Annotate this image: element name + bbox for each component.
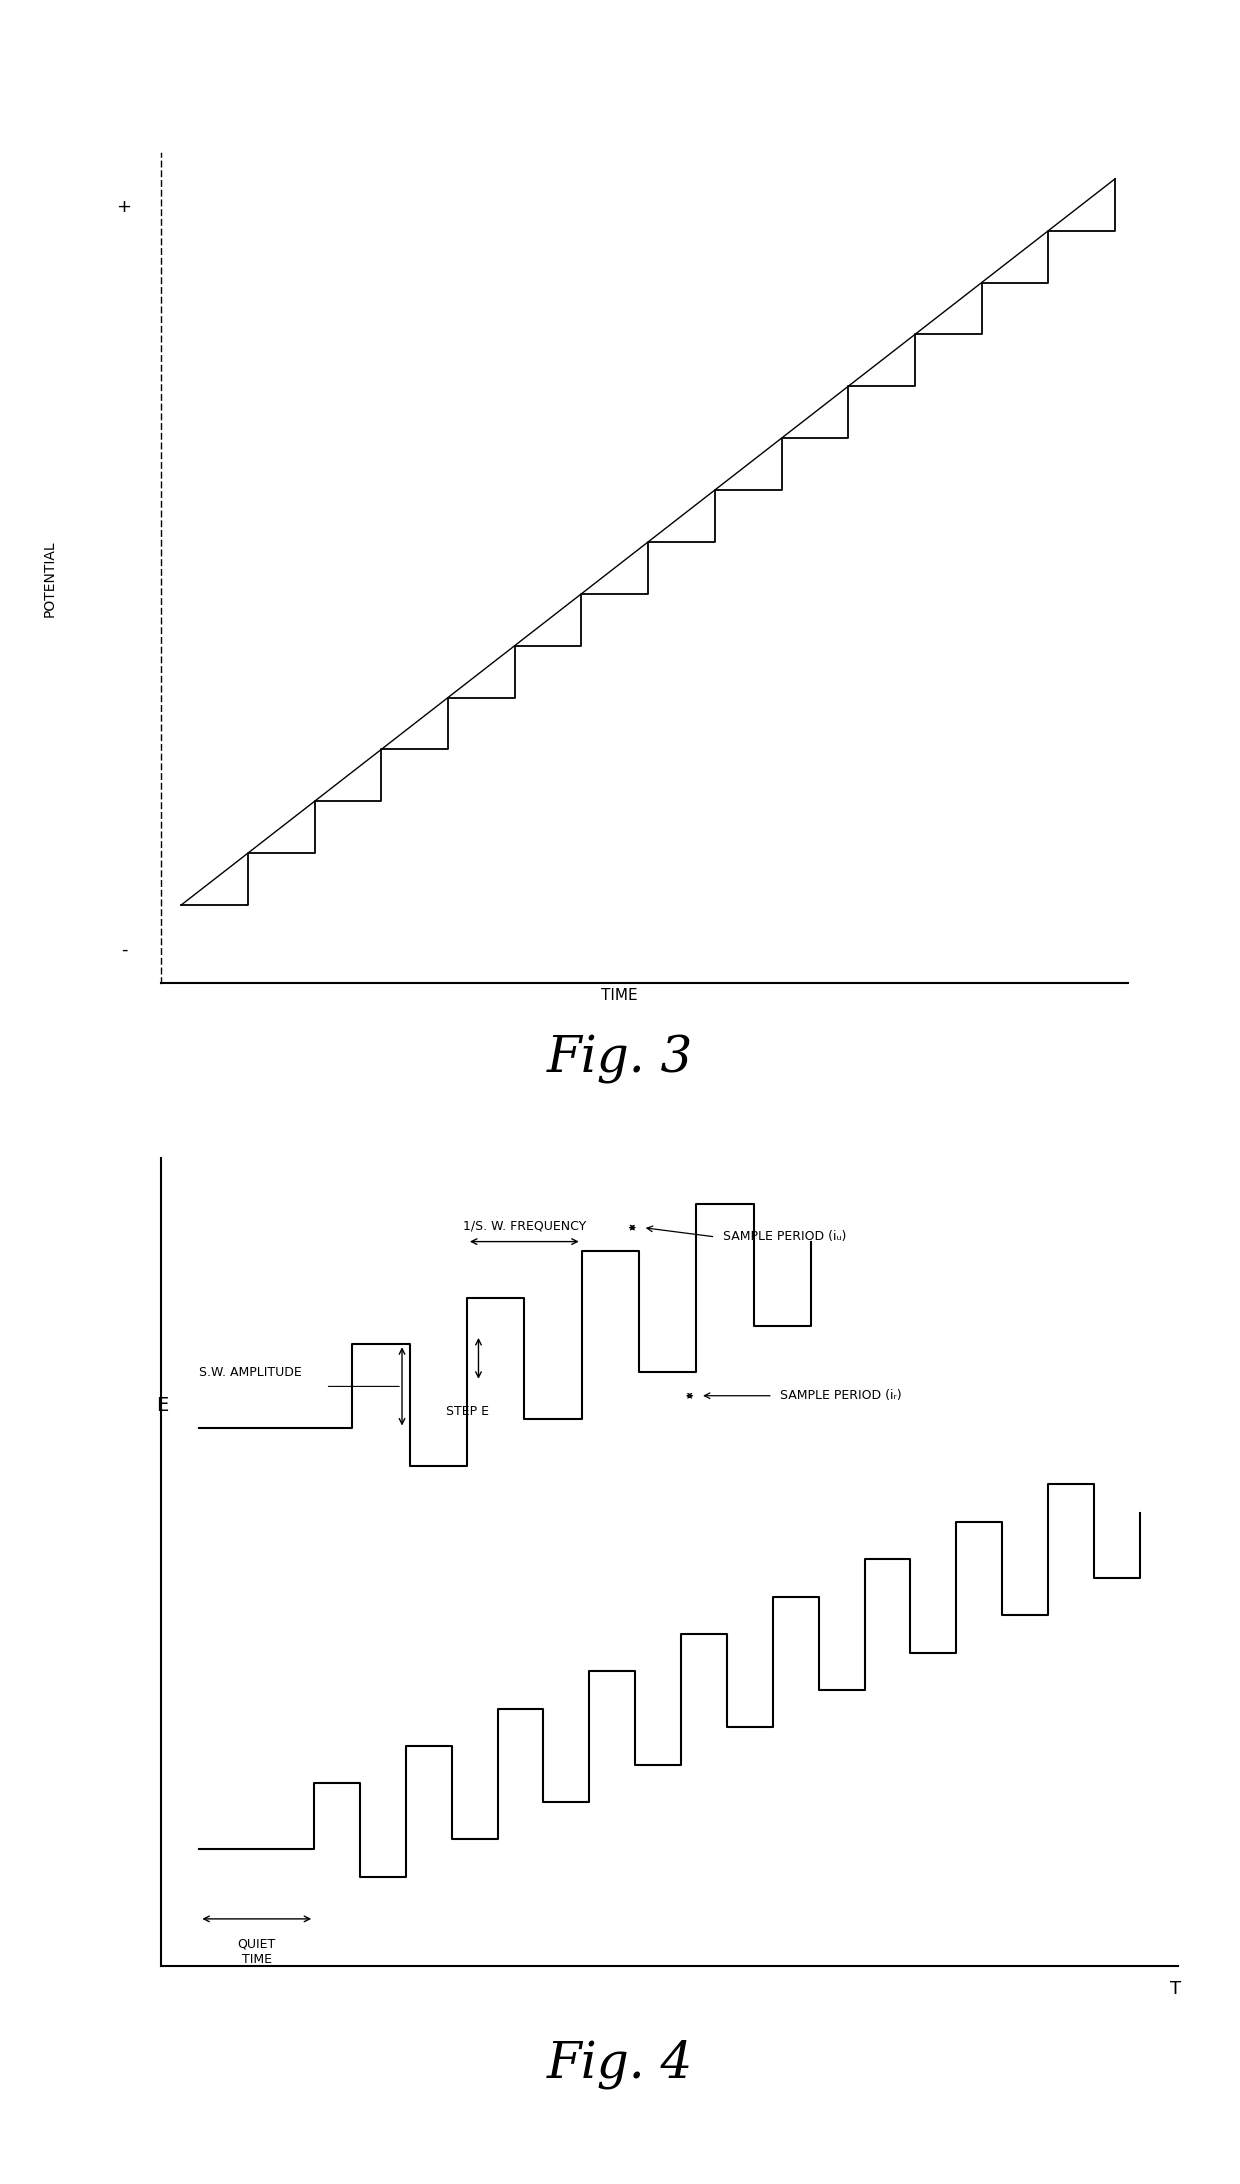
Text: T: T	[1171, 1979, 1182, 1998]
Text: STEP E: STEP E	[445, 1404, 489, 1417]
Text: TIME: TIME	[601, 989, 639, 1002]
Text: POTENTIAL: POTENTIAL	[42, 539, 57, 618]
Text: Fig. 3: Fig. 3	[547, 1035, 693, 1083]
Text: +: +	[117, 199, 131, 216]
Text: S.W. AMPLITUDE: S.W. AMPLITUDE	[200, 1367, 303, 1380]
Text: QUIET
TIME: QUIET TIME	[238, 1937, 275, 1966]
Text: SAMPLE PERIOD (iᵣ): SAMPLE PERIOD (iᵣ)	[780, 1389, 901, 1402]
Text: Fig. 4: Fig. 4	[547, 2040, 693, 2088]
Text: E: E	[156, 1396, 169, 1415]
Text: -: -	[120, 941, 128, 959]
Text: 1/S. W. FREQUENCY: 1/S. W. FREQUENCY	[463, 1219, 587, 1232]
Text: SAMPLE PERIOD (iᵤ): SAMPLE PERIOD (iᵤ)	[723, 1230, 847, 1243]
